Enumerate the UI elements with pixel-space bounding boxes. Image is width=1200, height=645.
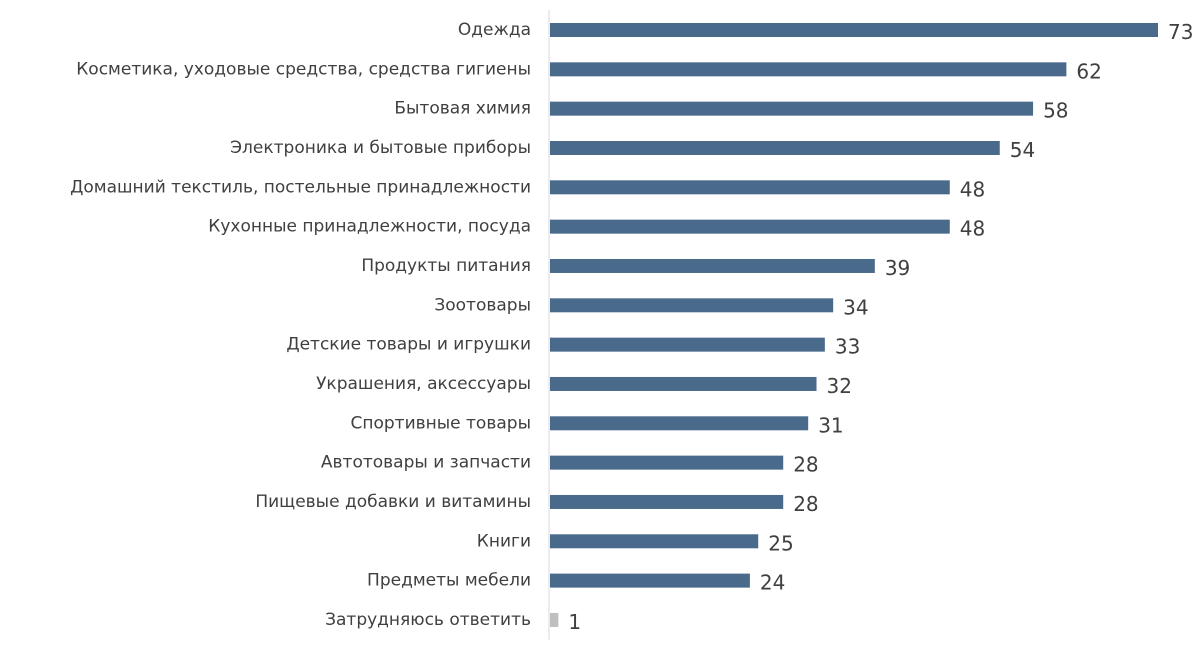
category-label: Домашний текстиль, постельные принадлежн… [70,177,531,197]
category-label: Автотовары и запчасти [321,453,531,473]
bar [550,23,1158,37]
bar-group [550,23,1158,627]
bar [550,101,1034,116]
bar [550,140,1000,155]
bar [550,376,817,391]
bar [550,180,950,195]
bar [550,416,809,431]
bar [550,337,825,352]
value-label: 28 [793,492,818,516]
category-label: Кухонные принадлежности, посуда [208,217,531,237]
value-label: 62 [1076,59,1101,83]
category-label: Украшения, аксессуары [316,374,531,394]
category-label: Затрудняюсь ответить [325,610,531,630]
value-label: 24 [760,571,785,595]
category-label: Продукты питания [361,256,531,276]
category-label: Пищевые добавки и витамины [255,492,531,512]
bar [550,494,784,509]
bar [550,612,559,627]
category-label: Детские товары и игрушки [286,335,531,355]
value-label: 54 [1010,138,1035,162]
category-label: Предметы мебели [367,571,531,591]
category-label: Бытовая химия [394,99,531,119]
value-label: 48 [960,217,985,241]
value-label: 1 [568,610,581,634]
value-label: 28 [793,453,818,477]
value-label: 31 [818,413,843,437]
value-label: 48 [960,177,985,201]
bar [550,534,759,549]
category-label: Спортивные товары [350,413,531,433]
value-label: 39 [885,256,910,280]
bar [550,258,875,273]
bar [550,62,1067,77]
category-label: Книги [477,531,531,551]
category-label: Зоотовары [434,295,531,315]
bar [550,455,784,470]
value-label: 34 [843,295,868,319]
bar [550,573,750,588]
value-label: 58 [1043,99,1068,123]
category-label-group: Одежда Косметика, уходовые средства, сред… [70,20,531,630]
value-label: 73 [1168,20,1193,44]
category-label: Электроника и бытовые приборы [230,138,531,158]
value-label: 33 [835,335,860,359]
value-label: 25 [768,531,793,555]
bar [550,298,834,313]
value-label: 32 [827,374,852,398]
category-label: Косметика, уходовые средства, средства г… [76,59,531,79]
bar [550,219,950,234]
category-label: Одежда [458,20,531,40]
